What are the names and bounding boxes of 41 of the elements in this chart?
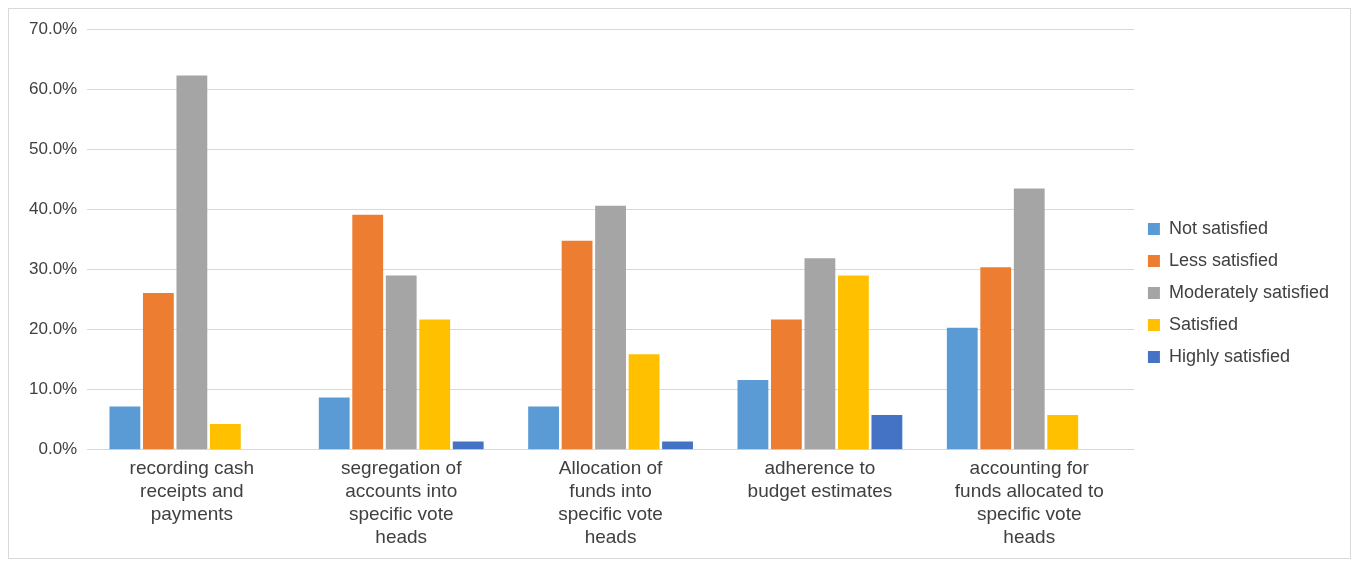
bar xyxy=(628,354,660,450)
y-tick-label: 0.0% xyxy=(38,439,78,459)
bar xyxy=(385,275,417,450)
x-tick-label: segregation of accounts into specific vote heads xyxy=(341,457,463,547)
legend-label: Moderately satisfied xyxy=(1168,281,1329,302)
legend-label: Satisfied xyxy=(1168,313,1238,334)
bar xyxy=(737,380,769,450)
bar xyxy=(176,75,208,450)
y-tick-label: 70.0% xyxy=(29,18,78,38)
bar xyxy=(452,441,484,450)
bar xyxy=(871,414,903,450)
bar xyxy=(318,397,350,450)
bar xyxy=(946,327,978,450)
x-tick-label: accounting for funds allocated to specific vote heads xyxy=(954,457,1104,547)
bar xyxy=(109,406,141,450)
bar xyxy=(595,205,626,450)
y-tick-label: 30.0% xyxy=(29,259,78,279)
bar xyxy=(561,240,593,450)
legend-label: Highly satisfied xyxy=(1168,345,1290,366)
bar xyxy=(838,275,869,450)
y-tick-label: 60.0% xyxy=(29,78,78,98)
bar xyxy=(352,214,384,450)
bar xyxy=(209,423,241,450)
bar xyxy=(980,267,1012,450)
x-tick-label: recording cash receipts and payments xyxy=(129,457,255,525)
bar xyxy=(142,292,174,450)
y-tick-label: 40.0% xyxy=(29,199,78,219)
bar xyxy=(662,441,693,450)
x-tick-label: Allocation of funds into specific vote heads xyxy=(558,457,664,547)
x-tick-label: adherence to budget estimates xyxy=(747,457,893,502)
y-tick-label: 10.0% xyxy=(29,379,78,399)
bar xyxy=(1013,188,1045,450)
bar xyxy=(528,406,559,450)
bar xyxy=(419,319,451,450)
legend-label: Not satisfied xyxy=(1168,217,1268,238)
bar xyxy=(771,319,802,450)
legend-label: Less satisfied xyxy=(1168,249,1278,270)
y-tick-label: 20.0% xyxy=(29,319,78,339)
bar xyxy=(1047,414,1079,450)
y-tick-label: 50.0% xyxy=(29,139,78,159)
bar xyxy=(804,258,836,450)
